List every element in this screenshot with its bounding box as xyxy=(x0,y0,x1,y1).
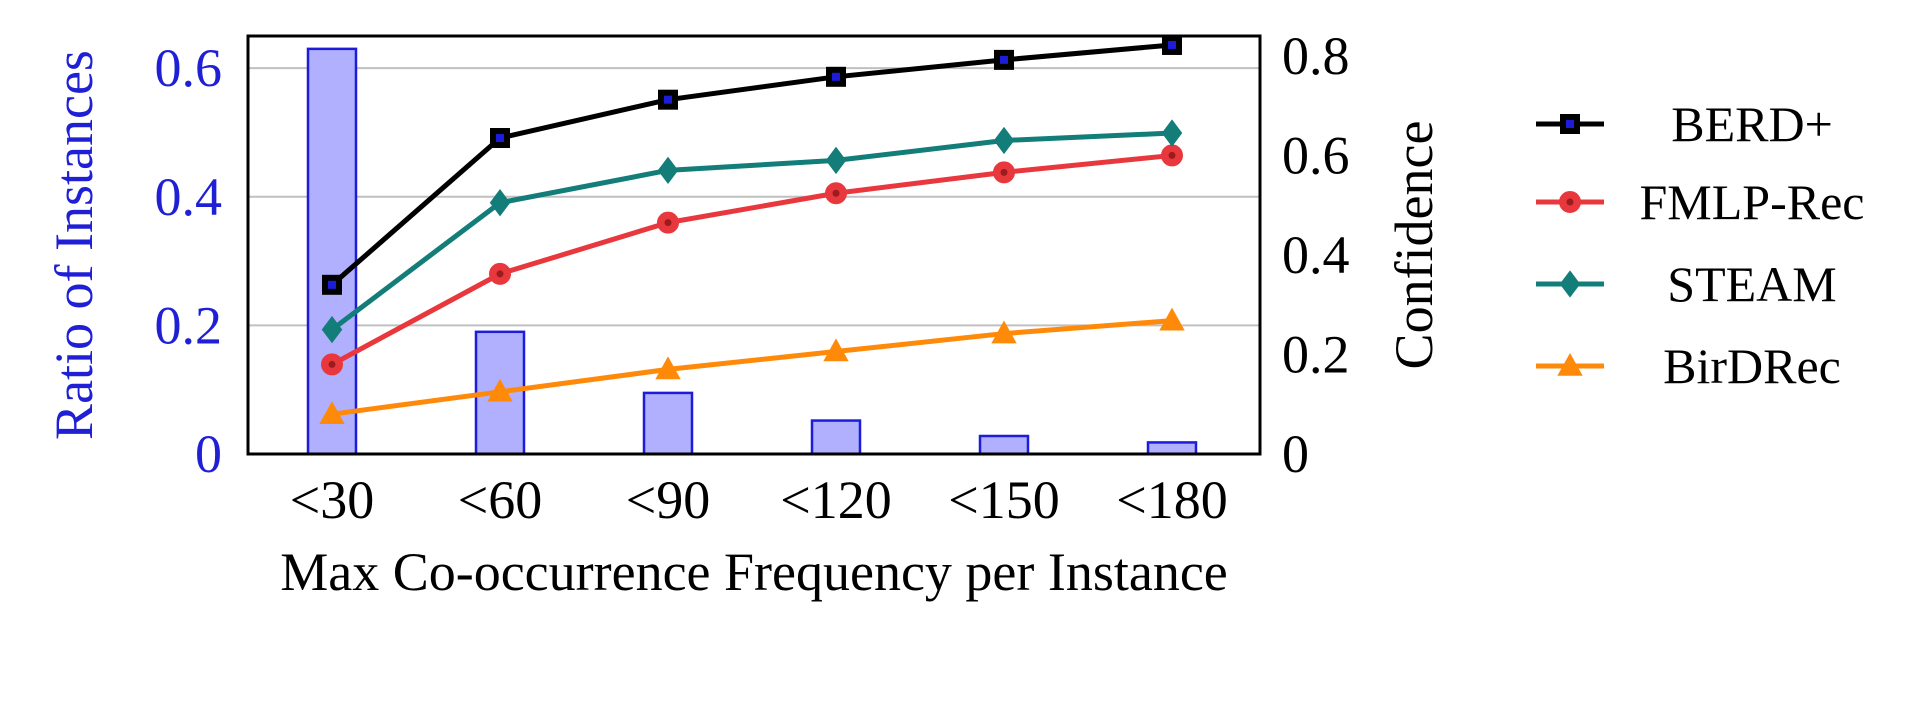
x-axis-title: Max Co-occurrence Frequency per Instance xyxy=(280,542,1228,602)
point-berd--2 xyxy=(658,89,678,110)
series-fmlp-rec xyxy=(321,144,1183,376)
point-birdrec-2 xyxy=(655,356,681,380)
series-steam xyxy=(321,119,1183,344)
point-fmlp-rec-5-inner xyxy=(1168,151,1176,159)
right-tick-label-1: 0.2 xyxy=(1282,324,1350,384)
legend-marker-steam xyxy=(1559,270,1581,298)
line-steam xyxy=(330,130,1173,332)
line-layer xyxy=(319,34,1185,424)
point-fmlp-rec-4-inner xyxy=(1000,168,1008,176)
y-axis-title-right: Confidence xyxy=(1384,121,1444,370)
legend-label-fmlp-rec: FMLP-Rec xyxy=(1640,174,1865,230)
point-steam-5 xyxy=(1161,119,1183,147)
point-fmlp-rec-3-inner xyxy=(832,189,840,197)
left-tick-label-0: 0 xyxy=(195,424,222,484)
point-berd--0 xyxy=(322,274,342,295)
point-steam-4 xyxy=(993,126,1015,155)
point-fmlp-rec-0-inner xyxy=(328,360,336,368)
legend-marker-fmlp-rec-inner xyxy=(1566,198,1574,206)
point-berd--3-inner xyxy=(832,72,840,81)
point-birdrec-5 xyxy=(1159,307,1185,331)
series-berd- xyxy=(322,34,1182,295)
point-berd--1-inner xyxy=(496,134,504,143)
legend-label-steam: STEAM xyxy=(1667,256,1836,312)
legend-label-berd-: BERD+ xyxy=(1671,96,1833,152)
x-tick-label-1: <60 xyxy=(458,470,542,530)
legend-label-birdrec: BirDRec xyxy=(1663,338,1841,394)
point-birdrec-1 xyxy=(487,378,513,402)
bar-layer xyxy=(306,47,1198,456)
point-berd--0-inner xyxy=(328,280,336,289)
point-berd--2-inner xyxy=(664,95,672,104)
bar-5 xyxy=(1146,441,1198,456)
point-birdrec-3 xyxy=(823,338,849,362)
x-tick-label-5: <180 xyxy=(1116,470,1227,530)
series-birdrec xyxy=(319,307,1185,424)
bar-3 xyxy=(810,419,862,456)
point-fmlp-rec-1-inner xyxy=(496,270,504,278)
x-tick-label-3: <120 xyxy=(780,470,891,530)
y-axis-title-left: Ratio of Instances xyxy=(44,50,104,440)
point-steam-2 xyxy=(657,156,679,185)
right-tick-label-4: 0.8 xyxy=(1282,26,1350,86)
grid-layer xyxy=(248,67,1260,327)
point-steam-0 xyxy=(321,315,343,344)
x-tick-label-0: <30 xyxy=(290,470,374,530)
line-berd- xyxy=(330,42,1173,287)
line-fmlp-rec xyxy=(330,152,1173,367)
point-fmlp-rec-2-inner xyxy=(664,219,672,227)
tick-layer: 0 0.2 0.4 0.6 0 0.2 0.4 0.6 0.8 <30 <60 <90 <120 <150… xyxy=(155,26,1350,530)
line-birdrec xyxy=(331,318,1173,417)
legend: BERD+ FMLP-Rec STEAM BirDRec xyxy=(1536,96,1865,394)
legend-marker-birdrec xyxy=(1557,352,1583,376)
point-berd--5 xyxy=(1162,34,1182,55)
bar-2 xyxy=(642,391,694,456)
left-tick-label-2: 0.4 xyxy=(155,167,223,227)
point-fmlp-rec-3 xyxy=(825,182,847,205)
left-tick-label-3: 0.6 xyxy=(155,38,223,98)
plot-frame xyxy=(246,34,1262,456)
bar-0 xyxy=(306,47,358,456)
point-berd--5-inner xyxy=(1168,40,1176,49)
point-berd--4 xyxy=(994,49,1014,70)
point-fmlp-rec-1 xyxy=(489,262,511,285)
point-fmlp-rec-2 xyxy=(657,211,679,234)
point-berd--1 xyxy=(490,128,510,149)
legend-item-berd-: BERD+ xyxy=(1536,96,1833,152)
right-tick-label-2: 0.4 xyxy=(1282,225,1350,285)
legend-marker-fmlp-rec xyxy=(1559,191,1581,213)
legend-item-steam: STEAM xyxy=(1536,256,1837,312)
legend-marker-berd- xyxy=(1560,114,1580,134)
point-berd--4-inner xyxy=(1000,55,1008,64)
right-tick-label-0: 0 xyxy=(1282,424,1309,484)
bar-4 xyxy=(978,434,1030,456)
point-fmlp-rec-4 xyxy=(993,161,1015,184)
x-tick-label-2: <90 xyxy=(626,470,710,530)
point-fmlp-rec-5 xyxy=(1161,144,1183,167)
point-berd--3 xyxy=(826,66,846,87)
legend-item-fmlp-rec: FMLP-Rec xyxy=(1536,174,1865,230)
left-tick-label-1: 0.2 xyxy=(155,295,223,355)
legend-marker-berd--inner xyxy=(1566,120,1574,128)
point-birdrec-0 xyxy=(319,401,345,424)
legend-item-birdrec: BirDRec xyxy=(1536,338,1841,394)
point-steam-1 xyxy=(489,189,511,217)
point-birdrec-4 xyxy=(991,320,1017,344)
x-tick-label-4: <150 xyxy=(948,470,1059,530)
point-steam-3 xyxy=(825,146,847,175)
point-fmlp-rec-0 xyxy=(321,353,343,376)
right-tick-label-3: 0.6 xyxy=(1282,125,1350,185)
